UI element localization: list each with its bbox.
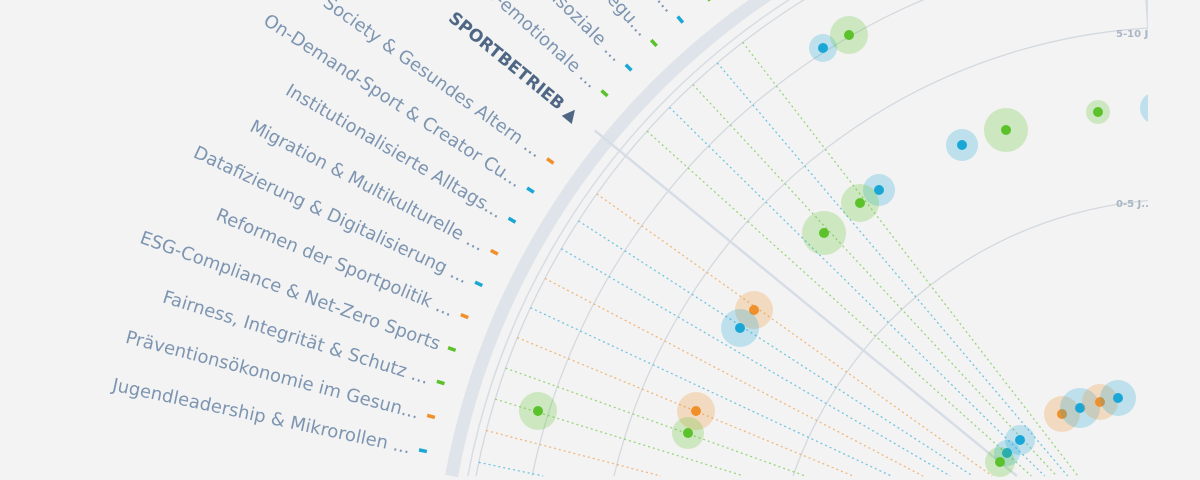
trend-marker bbox=[624, 63, 633, 72]
trend-radial-line bbox=[669, 106, 1046, 477]
ring-2 bbox=[531, 0, 925, 477]
trend-radial-line bbox=[530, 307, 892, 477]
trend-dot bbox=[995, 457, 1005, 467]
trend-dot bbox=[844, 30, 854, 40]
trend-marker bbox=[507, 216, 517, 224]
ring-0 bbox=[792, 199, 1148, 477]
trend-dot bbox=[683, 428, 693, 438]
trend-radial-line bbox=[742, 41, 1079, 477]
trend-marker bbox=[703, 0, 712, 2]
trend-dot bbox=[1057, 409, 1067, 419]
trend-dot bbox=[1075, 403, 1085, 413]
trend-marker bbox=[426, 413, 436, 420]
trend-dot bbox=[1113, 393, 1123, 403]
trend-marker bbox=[676, 15, 685, 24]
radar-grid: 5-10 J... 0-5 J... bbox=[445, 0, 1160, 478]
trend-dot bbox=[1093, 107, 1103, 117]
trend-dot bbox=[749, 305, 759, 315]
trend-marker bbox=[600, 89, 609, 98]
ring-1 bbox=[613, 27, 1148, 477]
ring-label: 5-10 J... bbox=[1116, 29, 1160, 40]
trend-marker bbox=[649, 38, 658, 48]
trend-marker bbox=[418, 448, 428, 454]
trend-radial-line bbox=[692, 84, 1058, 477]
trend-dot bbox=[735, 323, 745, 333]
trend-dot bbox=[691, 406, 701, 416]
outer-arc bbox=[445, 0, 772, 478]
trend-marker bbox=[526, 186, 535, 194]
inner-arc bbox=[467, 0, 791, 477]
trend-radial-line bbox=[495, 398, 744, 477]
trend-dot bbox=[819, 228, 829, 238]
trend-marker bbox=[474, 280, 484, 288]
trend-radial-line bbox=[578, 220, 974, 477]
trend-marker bbox=[460, 312, 469, 320]
trend-dot bbox=[874, 185, 884, 195]
trend-radial-line bbox=[716, 62, 1069, 477]
ring-3 bbox=[475, 0, 806, 477]
trend-radial-line bbox=[478, 461, 544, 477]
trend-marker bbox=[546, 157, 555, 165]
trend-radial-line bbox=[646, 130, 1032, 477]
trend-dot bbox=[1151, 103, 1161, 113]
trend-dot bbox=[818, 43, 828, 53]
trend-dot bbox=[957, 140, 967, 150]
trend-radial-line bbox=[596, 193, 993, 477]
trend-dot bbox=[1001, 125, 1011, 135]
trend-radial-line bbox=[486, 429, 662, 477]
trend-radial-line bbox=[505, 367, 806, 477]
trend-radial-line bbox=[517, 337, 854, 477]
trend-marker bbox=[447, 346, 457, 353]
trend-label: Silver Society & Gesundes Altern ... bbox=[273, 0, 545, 162]
trend-dot bbox=[1015, 435, 1025, 445]
sector-separator bbox=[1145, 0, 1148, 44]
ring-label: 0-5 J... bbox=[1116, 199, 1153, 210]
sector-separator bbox=[594, 129, 1018, 477]
trend-marker bbox=[436, 379, 446, 386]
trend-radial-line bbox=[561, 248, 951, 477]
trend-radial-line bbox=[544, 277, 924, 477]
trend-label: Jugendleadership & Mikrorollen ... bbox=[110, 375, 413, 459]
trend-marker bbox=[489, 248, 499, 256]
trend-dot-halo bbox=[1140, 94, 1148, 122]
radar-dots bbox=[519, 16, 1161, 477]
trend-dot bbox=[1095, 397, 1105, 407]
trend-dot bbox=[855, 198, 865, 208]
trend-dot bbox=[1002, 448, 1012, 458]
trend-labels: n...ves ...Bewegu...parasoziale ...ukus … bbox=[110, 0, 712, 459]
trend-dot bbox=[533, 406, 543, 416]
